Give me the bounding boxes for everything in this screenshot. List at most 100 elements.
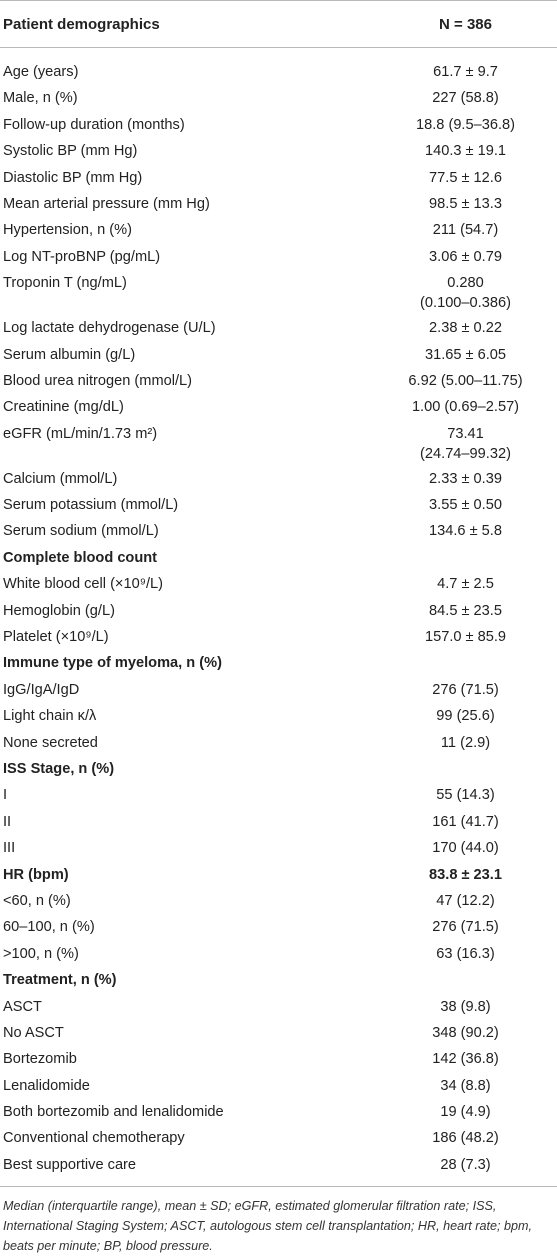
row-value-line: 19 (4.9) [440,1104,491,1121]
row-value: 276 (71.5) [382,917,557,937]
row-label: IgG/IgA/IgD [3,681,80,698]
table-row: No ASCT 348 (90.2) [0,1020,557,1046]
row-value-line: 34 (8.8) [440,1077,491,1094]
row-label: Diastolic BP (mm Hg) [3,169,143,186]
table-footnote: Median (interquartile range), mean ± SD;… [3,1186,553,1256]
table-row: Both bortezomib and lenalidomide 19 (4.9) [0,1099,557,1125]
row-value-line: 276 (71.5) [432,681,499,698]
row-value: 1.00 (0.69–2.57) [382,397,557,417]
row-value: 186 (48.2) [382,1128,557,1148]
section-header-row: Complete blood count [0,545,557,571]
row-label: >100, n (%) [3,945,79,962]
row-value-line-2: (24.74–99.32) [420,445,511,462]
row-value-line: 348 (90.2) [432,1024,499,1041]
row-label: HR (bpm) [3,866,69,883]
row-value-line: 227 (58.8) [432,90,499,107]
header-count: N = 386 [439,15,492,33]
row-value-line: 211 (54.7) [432,222,499,239]
row-label: Serum potassium (mmol/L) [3,497,179,514]
section-header-row: ISS Stage, n (%) [0,756,557,782]
row-label: Both bortezomib and lenalidomide [3,1104,224,1121]
row-label: Bortezomib [3,1051,77,1068]
row-value: 170 (44.0) [382,838,557,858]
row-value-line-2: (0.100–0.386) [420,295,511,312]
table-row: Mean arterial pressure (mm Hg) 98.5 ± 13.… [0,191,557,217]
row-label: ASCT [3,998,42,1015]
table-row: Systolic BP (mm Hg) 140.3 ± 19.1 [0,138,557,164]
row-label: Conventional chemotherapy [3,1130,185,1147]
row-value-line: 31.65 ± 6.05 [424,346,507,363]
row-label: Blood urea nitrogen (mmol/L) [3,372,192,389]
row-value: 61.7 ± 9.7 [382,62,557,82]
row-value-line: 161 (41.7) [432,813,499,830]
row-value: 227 (58.8) [382,88,557,108]
row-value-line: 84.5 ± 23.5 [429,602,502,619]
row-value-line: 186 (48.2) [432,1130,499,1147]
table-row: I 55 (14.3) [0,782,557,808]
row-label: III [3,840,16,857]
row-label: Hemoglobin (g/L) [3,602,115,619]
row-value: 38 (9.8) [382,997,557,1017]
row-value-line: 55 (14.3) [436,787,495,804]
table-row: Male, n (%) 227 (58.8) [0,85,557,111]
row-value: 140.3 ± 19.1 [382,141,557,161]
row-value: 47 (12.2) [382,891,557,911]
table-row: Troponin T (ng/mL) 0.280 (0.100–0.386) [0,270,557,315]
row-value-line: 276 (71.5) [432,919,499,936]
table-row: White blood cell (×10⁹/L) 4.7 ± 2.5 [0,571,557,597]
row-value-line: 2.38 ± 0.22 [429,320,502,337]
row-value: 83.8 ± 23.1 [382,865,557,885]
row-value-line: 11 (2.9) [440,734,491,751]
row-value-line: 28 (7.3) [440,1156,491,1173]
row-value: 28 (7.3) [382,1155,557,1175]
row-label: Log NT-proBNP (pg/mL) [3,248,161,265]
table-row: Conventional chemotherapy 186 (48.2) [0,1125,557,1151]
row-label: II [3,813,12,830]
row-label: Troponin T (ng/mL) [3,275,127,292]
row-value-line: 6.92 (5.00–11.75) [408,372,523,389]
row-value-line: 142 (36.8) [432,1051,499,1068]
table-row: Best supportive care 28 (7.3) [0,1152,557,1178]
row-label: Best supportive care [3,1156,137,1173]
row-label: Serum sodium (mmol/L) [3,523,159,540]
table-header: Patient demographics N = 386 [0,0,557,48]
table-row: Hypertension, n (%) 211 (54.7) [0,217,557,243]
row-value-line: 83.8 ± 23.1 [429,866,502,883]
table-row: 60–100, n (%) 276 (71.5) [0,914,557,940]
row-value-line: 0.280 [447,275,484,292]
row-value: 3.55 ± 0.50 [382,495,557,515]
table-row: <60, n (%) 47 (12.2) [0,888,557,914]
row-label: Treatment, n (%) [3,972,117,989]
row-value-line: 4.7 ± 2.5 [437,576,494,593]
table-row: IgG/IgA/IgD 276 (71.5) [0,677,557,703]
row-value-line: 170 (44.0) [432,840,499,857]
row-value: 55 (14.3) [382,785,557,805]
row-label: White blood cell (×10⁹/L) [3,576,163,593]
row-label: Follow-up duration (months) [3,116,185,133]
table-row: Log NT-proBNP (pg/mL) 3.06 ± 0.79 [0,244,557,270]
table-row: Blood urea nitrogen (mmol/L) 6.92 (5.00–1… [0,368,557,394]
row-value: 63 (16.3) [382,944,557,964]
row-value-line: 63 (16.3) [436,945,495,962]
table-row: Platelet (×10⁹/L) 157.0 ± 85.9 [0,624,557,650]
row-value-line: 99 (25.6) [436,708,495,725]
section-header-row: Treatment, n (%) [0,967,557,993]
row-value: 2.38 ± 0.22 [382,318,557,338]
row-label: Light chain κ/λ [3,708,97,725]
row-label: eGFR (mL/min/1.73 m²) [3,425,158,442]
table-row: Creatinine (mg/dL) 1.00 (0.69–2.57) [0,394,557,420]
row-value: 6.92 (5.00–11.75) [382,371,557,391]
table-row: >100, n (%) 63 (16.3) [0,941,557,967]
demographics-table: Patient demographics N = 386 Age (years)… [0,0,557,1178]
table-body: Age (years) 61.7 ± 9.7 Male, n (%) 227 (58.… [0,48,557,1178]
row-value: 11 (2.9) [382,733,557,753]
row-value: 3.06 ± 0.79 [382,247,557,267]
row-label: Complete blood count [3,549,158,566]
row-value: 348 (90.2) [382,1023,557,1043]
row-value-line: 157.0 ± 85.9 [424,629,507,646]
row-value: 211 (54.7) [382,220,557,240]
table-row: Age (years) 61.7 ± 9.7 [0,59,557,85]
table-row: Follow-up duration (months) 18.8 (9.5–36.… [0,112,557,138]
table-row: II 161 (41.7) [0,809,557,835]
row-label: Mean arterial pressure (mm Hg) [3,195,210,212]
